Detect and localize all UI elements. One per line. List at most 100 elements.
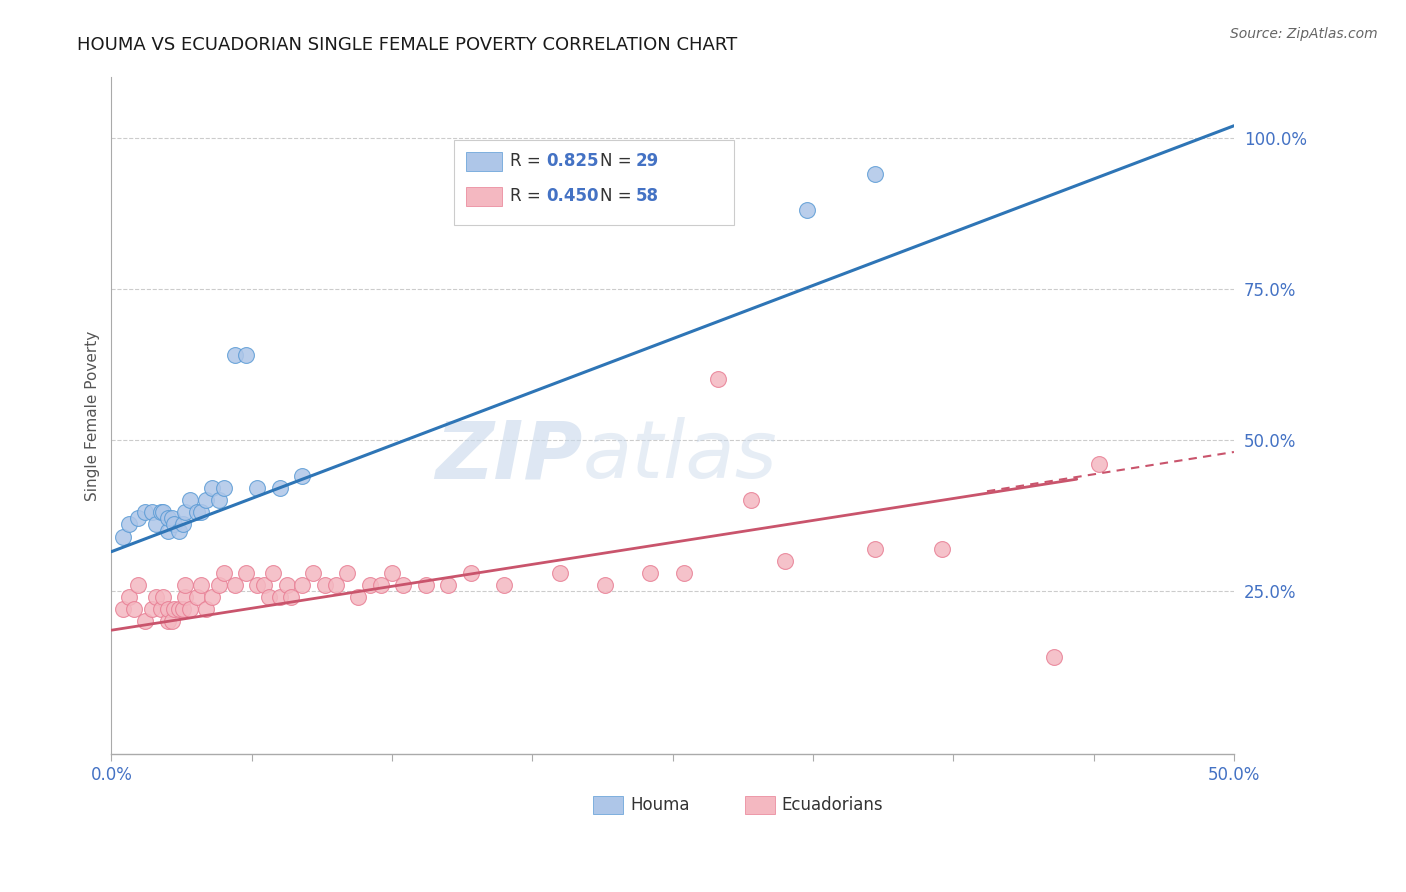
Point bbox=[201, 481, 224, 495]
Point bbox=[208, 493, 231, 508]
Point bbox=[212, 481, 235, 495]
Point bbox=[246, 578, 269, 592]
Point bbox=[127, 578, 149, 592]
Text: R =: R = bbox=[510, 152, 546, 169]
Text: 29: 29 bbox=[636, 152, 659, 169]
Point bbox=[392, 578, 415, 592]
Text: R =: R = bbox=[510, 186, 546, 205]
Text: Source: ZipAtlas.com: Source: ZipAtlas.com bbox=[1230, 27, 1378, 41]
Point bbox=[208, 578, 231, 592]
Point bbox=[796, 203, 818, 218]
Point bbox=[314, 578, 336, 592]
Point bbox=[122, 602, 145, 616]
Point bbox=[494, 578, 516, 592]
Point bbox=[152, 505, 174, 519]
Point bbox=[167, 524, 190, 538]
Point bbox=[127, 511, 149, 525]
Text: ZIP: ZIP bbox=[436, 417, 583, 495]
Point bbox=[280, 590, 302, 604]
Y-axis label: Single Female Poverty: Single Female Poverty bbox=[86, 331, 100, 501]
Point bbox=[149, 602, 172, 616]
Point bbox=[246, 481, 269, 495]
Point bbox=[253, 578, 276, 592]
Point bbox=[118, 517, 141, 532]
Text: Houma: Houma bbox=[630, 796, 689, 814]
Point bbox=[595, 578, 617, 592]
Point bbox=[201, 590, 224, 604]
Text: 58: 58 bbox=[636, 186, 658, 205]
Point bbox=[269, 481, 291, 495]
Point bbox=[302, 566, 325, 580]
Point bbox=[740, 493, 762, 508]
Point bbox=[190, 505, 212, 519]
Point bbox=[235, 566, 257, 580]
Point bbox=[179, 602, 201, 616]
Point bbox=[325, 578, 347, 592]
Point bbox=[118, 590, 141, 604]
Point bbox=[291, 578, 314, 592]
Point bbox=[550, 566, 572, 580]
Point bbox=[437, 578, 460, 592]
Point bbox=[190, 578, 212, 592]
Point bbox=[931, 541, 953, 556]
FancyBboxPatch shape bbox=[467, 187, 502, 206]
Point bbox=[224, 578, 246, 592]
FancyBboxPatch shape bbox=[454, 140, 734, 225]
Text: N =: N = bbox=[600, 152, 637, 169]
Point bbox=[156, 524, 179, 538]
Point bbox=[160, 614, 183, 628]
Point bbox=[257, 590, 280, 604]
Point bbox=[134, 505, 156, 519]
Point bbox=[156, 511, 179, 525]
Point bbox=[638, 566, 661, 580]
Point bbox=[186, 590, 208, 604]
Point bbox=[1043, 650, 1066, 665]
FancyBboxPatch shape bbox=[593, 796, 623, 814]
Point bbox=[174, 590, 197, 604]
Point bbox=[269, 590, 291, 604]
Point bbox=[381, 566, 404, 580]
Point bbox=[359, 578, 381, 592]
Point bbox=[706, 372, 728, 386]
Point bbox=[152, 590, 174, 604]
Point bbox=[163, 602, 186, 616]
Text: atlas: atlas bbox=[583, 417, 778, 495]
Text: 0.825: 0.825 bbox=[546, 152, 599, 169]
Point bbox=[194, 493, 217, 508]
Point bbox=[174, 505, 197, 519]
Point bbox=[773, 554, 796, 568]
Text: HOUMA VS ECUADORIAN SINGLE FEMALE POVERTY CORRELATION CHART: HOUMA VS ECUADORIAN SINGLE FEMALE POVERT… bbox=[77, 36, 738, 54]
Point bbox=[863, 541, 886, 556]
Point bbox=[186, 505, 208, 519]
FancyBboxPatch shape bbox=[467, 152, 502, 170]
Point bbox=[149, 505, 172, 519]
Point bbox=[172, 602, 194, 616]
Point bbox=[235, 348, 257, 362]
Point bbox=[174, 578, 197, 592]
Point bbox=[111, 530, 134, 544]
Point bbox=[276, 578, 298, 592]
Point bbox=[145, 517, 167, 532]
Point bbox=[172, 517, 194, 532]
Point bbox=[156, 602, 179, 616]
Point bbox=[415, 578, 437, 592]
Point bbox=[134, 614, 156, 628]
Text: N =: N = bbox=[600, 186, 637, 205]
Point bbox=[460, 566, 482, 580]
Text: 0.450: 0.450 bbox=[546, 186, 599, 205]
Point bbox=[156, 614, 179, 628]
Point bbox=[141, 505, 163, 519]
Point bbox=[179, 493, 201, 508]
Point bbox=[1088, 457, 1111, 471]
Point bbox=[111, 602, 134, 616]
Point bbox=[224, 348, 246, 362]
Point bbox=[141, 602, 163, 616]
Point bbox=[145, 590, 167, 604]
Point bbox=[347, 590, 370, 604]
Point bbox=[262, 566, 284, 580]
Text: Ecuadorians: Ecuadorians bbox=[782, 796, 883, 814]
Point bbox=[672, 566, 695, 580]
Point bbox=[336, 566, 359, 580]
Point bbox=[160, 511, 183, 525]
Point bbox=[863, 167, 886, 181]
